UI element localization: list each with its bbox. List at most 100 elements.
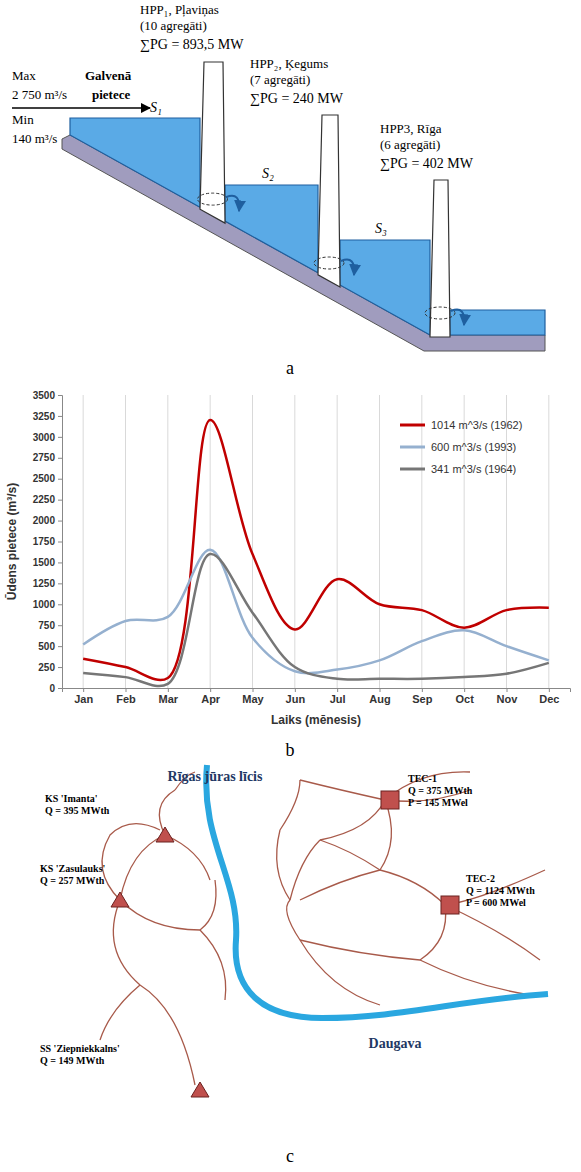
reservoir-label: S₃ [375,221,387,236]
legend: 1014 m^3/s (1962)600 m^3/s (1993)341 m^3… [400,419,522,475]
plant-power: ∑PG = 893,5 MW [140,37,244,52]
tick: 2000 [33,515,62,526]
tick: Nov [497,688,519,705]
network-pipe [100,985,140,1040]
grid [83,395,549,688]
network-pipe [113,900,140,985]
network-pipe [277,830,290,900]
network-pipe [300,940,420,960]
tick-mark [549,688,550,692]
tick-mark [83,688,84,692]
tick-mark [58,604,62,605]
tick: Jun [286,688,306,705]
tick: Feb [116,688,136,705]
tick-mark [58,625,62,626]
tick-mark [58,583,62,584]
network-pipe [140,985,195,1085]
tick-label: 500 [38,641,55,652]
tick: 500 [38,641,62,652]
tick-mark [58,479,62,480]
plant-capacity: P = 600 MWel [466,897,526,908]
outflow-arrow [341,260,354,275]
plant-name: TEC-1 [408,773,437,784]
tick-label: May [242,693,264,705]
heat-network [100,772,545,1085]
tick-mark [126,688,127,692]
river [206,765,548,1018]
boiler-station [156,827,174,842]
boiler-station [191,1082,209,1097]
tick-label: 250 [38,662,55,673]
turbine [314,257,344,269]
reservoir-label: S₁ [150,100,162,115]
grid-line [210,395,211,688]
tick: 1750 [33,536,62,547]
dam [200,62,225,223]
tick-label: Feb [116,693,136,705]
tick: 1000 [33,599,62,610]
data-line [83,554,549,686]
tick: Sep [412,688,432,705]
tick-label: Mar [159,693,179,705]
tick-mark [58,395,62,396]
tick: 0 [49,683,62,694]
tick: Aug [369,688,390,705]
tick: 250 [38,662,62,673]
plant-units: (6 agregāti) [380,137,440,152]
network-pipe [287,900,300,940]
tick-label: 750 [38,620,55,631]
x-axis: JanFebMarAprMayJunJulAugSepOctNovDec [63,688,571,705]
grid-line [252,395,253,688]
chp-plant [381,791,399,809]
water-body-label: Rīgas jūras līcis [168,769,263,784]
tick-mark [58,667,62,668]
panel-label: b [286,740,295,760]
tick-label: Sep [412,693,432,705]
legend-label: 341 m^3/s (1964) [431,463,516,475]
outflow-arrow [226,196,239,211]
network-pipe [320,840,380,870]
tick-label: 1750 [33,536,56,547]
tick-label: Aug [369,693,390,705]
legend-swatch [400,446,425,449]
tick-label: 0 [49,683,55,694]
tick-mark [253,688,254,692]
tick: Dec [539,688,559,705]
inflow-max-label: Max [12,68,36,83]
legend-label: 1014 m^3/s (1962) [431,419,522,431]
tick: 3250 [33,411,62,422]
axis-line [58,396,63,689]
river-label: Daugava [369,1036,422,1051]
network-pipe [120,900,200,930]
chp-plant [441,896,459,914]
tick: 1500 [33,557,62,568]
panel-b: 0250500750100012501500175020002250250027… [5,390,571,727]
plant-name: HPP₂, Ķegums [250,56,328,71]
data-line [83,420,549,680]
outflow-arrow [451,310,464,325]
tick: 1250 [33,578,62,589]
network-pipe [300,870,380,900]
grid-line [379,395,380,688]
data-line [83,550,549,673]
legend-swatch [400,424,425,427]
plant-name: HPP3, Rīga [380,121,442,136]
tick-label: Jul [330,693,346,705]
tick-label: Jan [74,693,93,705]
station-name: KS 'Imanta' [45,793,98,804]
network-pipe [280,780,300,830]
tick-label: Nov [497,693,519,705]
tick-mark [58,437,62,438]
plant-power: ∑PG = 240 MW [250,91,344,106]
plant-units: (7 agregāti) [250,72,310,87]
tick: 3000 [33,432,62,443]
network-pipe [320,800,385,840]
tick-mark [58,521,62,522]
tick: Oct [455,688,474,705]
tick-label: 1250 [33,578,56,589]
tick: Jan [74,688,93,705]
tick-label: 2750 [33,452,56,463]
turbine [198,193,228,205]
plant-name: TEC-2 [466,873,495,884]
inflow-arrow [12,107,150,109]
